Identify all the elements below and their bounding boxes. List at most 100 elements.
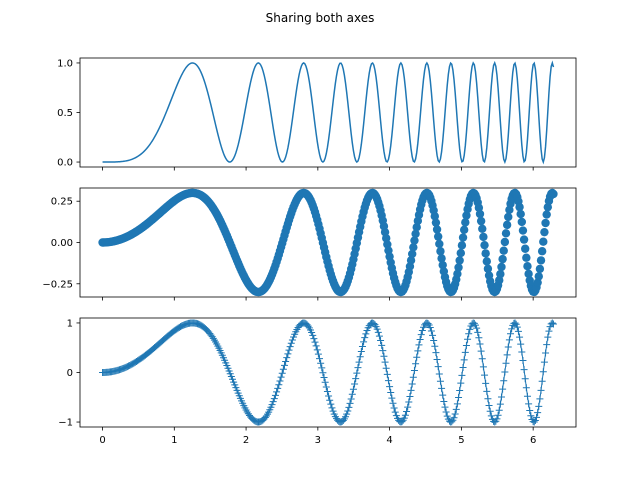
data-point — [478, 224, 487, 233]
data-point — [435, 239, 444, 249]
data-point — [541, 218, 550, 228]
data-point — [440, 397, 448, 405]
data-point — [466, 325, 474, 333]
data-point — [535, 402, 543, 410]
data-point — [500, 377, 508, 385]
data-point — [373, 325, 381, 333]
data-point — [412, 222, 421, 232]
data-point — [432, 225, 442, 234]
data-point — [500, 237, 510, 247]
data-point — [512, 320, 520, 328]
data-point — [316, 355, 324, 363]
data-point — [280, 361, 288, 369]
data-point — [286, 343, 294, 351]
data-point — [441, 403, 449, 411]
data-point — [339, 416, 347, 424]
data-point — [346, 399, 354, 407]
data-point — [460, 356, 468, 364]
data-point — [326, 396, 334, 404]
data-point — [523, 261, 532, 271]
data-point — [474, 203, 484, 212]
data-point — [431, 218, 441, 227]
data-point — [504, 343, 512, 351]
data-point — [352, 375, 360, 383]
data-point — [501, 229, 511, 238]
data-point — [517, 217, 527, 227]
data-point — [323, 388, 331, 396]
data-point — [345, 403, 353, 411]
data-point — [503, 351, 511, 359]
data-point — [412, 360, 420, 368]
x-tick-label: 5 — [458, 435, 464, 446]
data-point — [459, 225, 469, 235]
data-point — [455, 393, 463, 401]
data-point — [523, 392, 531, 400]
data-point — [434, 363, 442, 371]
data-point — [527, 412, 535, 420]
data-point — [499, 385, 507, 393]
plot-area — [102, 60, 555, 165]
data-point — [400, 414, 408, 422]
data-point — [518, 226, 528, 235]
data-point — [383, 370, 391, 378]
x-tick-label: 3 — [315, 435, 321, 446]
data-point — [320, 374, 328, 381]
data-point — [481, 249, 490, 258]
data-point — [288, 336, 296, 344]
data-point — [349, 385, 357, 393]
x-tick-label: 4 — [386, 435, 392, 446]
data-point — [537, 247, 547, 256]
data-point — [381, 358, 389, 366]
data-point — [453, 269, 462, 279]
data-point — [544, 333, 552, 341]
data-point — [537, 386, 545, 394]
y-tick-label: 0.00 — [51, 238, 73, 249]
data-point — [516, 333, 524, 341]
data-point — [518, 348, 526, 356]
data-point — [438, 384, 446, 392]
data-point — [499, 246, 508, 255]
data-point — [424, 319, 432, 327]
data-point — [514, 327, 522, 335]
data-point — [284, 350, 292, 358]
data-point — [404, 403, 412, 411]
data-point — [384, 377, 392, 385]
data-point — [410, 236, 419, 245]
data-point — [406, 256, 416, 265]
data-point — [304, 322, 312, 330]
data-point — [432, 349, 440, 357]
data-point — [455, 256, 464, 265]
data-point — [462, 341, 470, 349]
data-point — [433, 232, 443, 241]
data-point — [504, 212, 513, 222]
data-point — [531, 417, 539, 425]
data-point — [494, 411, 502, 419]
data-point — [459, 364, 467, 372]
axes-frame — [79, 57, 577, 168]
data-point — [382, 364, 390, 372]
data-point — [496, 400, 504, 408]
data-point — [377, 337, 385, 344]
data-point — [408, 249, 417, 259]
data-point — [415, 341, 423, 349]
data-point — [355, 358, 363, 366]
data-point — [543, 341, 551, 349]
data-point — [433, 356, 441, 363]
data-point — [269, 398, 277, 406]
plot-area — [99, 319, 557, 426]
y-tick-label: 0 — [67, 368, 73, 379]
data-point — [513, 323, 521, 331]
data-point — [493, 415, 501, 423]
data-point — [287, 339, 295, 347]
data-point — [482, 257, 491, 266]
data-point — [473, 324, 481, 332]
data-point — [517, 340, 525, 348]
data-point — [279, 365, 287, 373]
data-point — [479, 363, 487, 371]
data-point — [386, 383, 394, 391]
data-point — [278, 369, 286, 377]
data-point — [471, 321, 479, 329]
data-point — [475, 334, 483, 342]
data-point — [409, 373, 417, 381]
